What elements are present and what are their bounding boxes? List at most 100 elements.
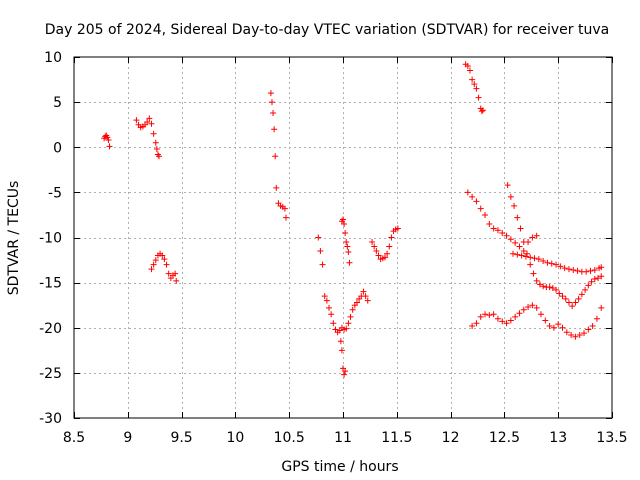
data-point	[514, 214, 521, 221]
data-point	[598, 304, 605, 311]
data-point	[152, 257, 159, 264]
series-arc-13	[469, 302, 605, 340]
x-tick-label: 13.5	[596, 430, 627, 446]
x-tick-label: 12	[442, 430, 460, 446]
x-tick-label: 11.5	[381, 430, 412, 446]
x-tick-label: 9.5	[170, 430, 192, 446]
data-point	[494, 227, 501, 234]
data-point	[342, 229, 349, 236]
data-point	[381, 254, 388, 261]
data-point	[360, 288, 367, 295]
data-point	[514, 251, 521, 258]
data-point	[282, 214, 289, 221]
plot-frame	[73, 56, 613, 419]
data-point	[386, 243, 393, 250]
data-point	[540, 257, 547, 264]
data-point	[156, 153, 163, 160]
data-point	[507, 193, 514, 200]
data-point	[507, 317, 514, 324]
data-point	[161, 256, 168, 263]
data-point	[516, 310, 523, 317]
series-arc-8	[369, 225, 401, 263]
x-tick-label: 8.5	[63, 430, 85, 446]
series-arc-9	[462, 61, 486, 115]
data-point	[323, 297, 330, 304]
data-point	[569, 303, 576, 310]
data-point	[591, 276, 598, 283]
data-point	[281, 205, 288, 212]
data-point	[346, 259, 353, 266]
data-point	[520, 306, 527, 313]
data-point	[375, 252, 382, 259]
data-point	[315, 234, 322, 241]
data-point	[388, 234, 395, 241]
series-arc-4	[267, 90, 289, 221]
data-point	[469, 193, 476, 200]
data-point	[271, 126, 278, 133]
data-point	[557, 263, 564, 270]
data-point	[384, 250, 391, 257]
data-point	[499, 318, 506, 325]
y-tick-label: -25	[39, 366, 62, 382]
data-point	[478, 108, 485, 115]
data-point	[342, 368, 349, 375]
data-point	[574, 267, 581, 274]
data-point	[559, 293, 566, 300]
data-point	[364, 297, 371, 304]
data-point	[510, 250, 517, 257]
data-point	[477, 313, 484, 320]
data-point	[578, 291, 585, 298]
data-point	[373, 248, 380, 255]
data-point	[319, 261, 326, 268]
y-tick-label: -5	[48, 185, 62, 201]
data-point	[593, 315, 600, 322]
data-point	[588, 278, 595, 285]
data-point	[530, 270, 537, 277]
data-point	[585, 326, 592, 333]
data-point	[565, 299, 572, 306]
data-point	[369, 239, 376, 246]
data-point	[537, 311, 544, 318]
data-point	[473, 320, 480, 327]
data-point	[328, 311, 335, 318]
series-arc-5	[315, 234, 371, 336]
x-tick-label: 11	[334, 430, 352, 446]
data-point	[563, 329, 570, 336]
data-point	[486, 312, 493, 319]
data-point	[516, 243, 523, 250]
data-point	[343, 325, 350, 332]
data-point	[549, 285, 556, 292]
data-point	[473, 85, 480, 92]
data-point	[570, 266, 577, 273]
x-tick-label: 12.5	[489, 430, 520, 446]
series-arc-12	[510, 250, 605, 275]
data-point	[575, 295, 582, 302]
data-point	[477, 205, 484, 212]
data-point	[504, 182, 511, 189]
data-point	[546, 284, 553, 291]
data-point	[525, 303, 532, 310]
y-tick-label: -30	[39, 411, 62, 427]
data-point	[148, 120, 155, 127]
data-point	[340, 216, 346, 223]
series-arc-3	[148, 250, 180, 284]
data-point	[512, 313, 519, 320]
data-point	[591, 266, 598, 273]
data-point	[536, 281, 543, 288]
data-point	[523, 250, 530, 257]
data-point	[589, 322, 596, 329]
data-point	[598, 273, 605, 280]
data-point	[104, 134, 111, 141]
data-point	[144, 118, 151, 125]
series-arc-6	[337, 338, 349, 378]
data-point	[533, 304, 540, 311]
data-point	[520, 239, 527, 246]
y-tick-label: 10	[44, 50, 62, 66]
data-point	[330, 320, 337, 327]
data-point	[582, 286, 589, 293]
data-point	[518, 252, 525, 259]
data-point	[152, 139, 159, 146]
data-point	[512, 239, 519, 246]
